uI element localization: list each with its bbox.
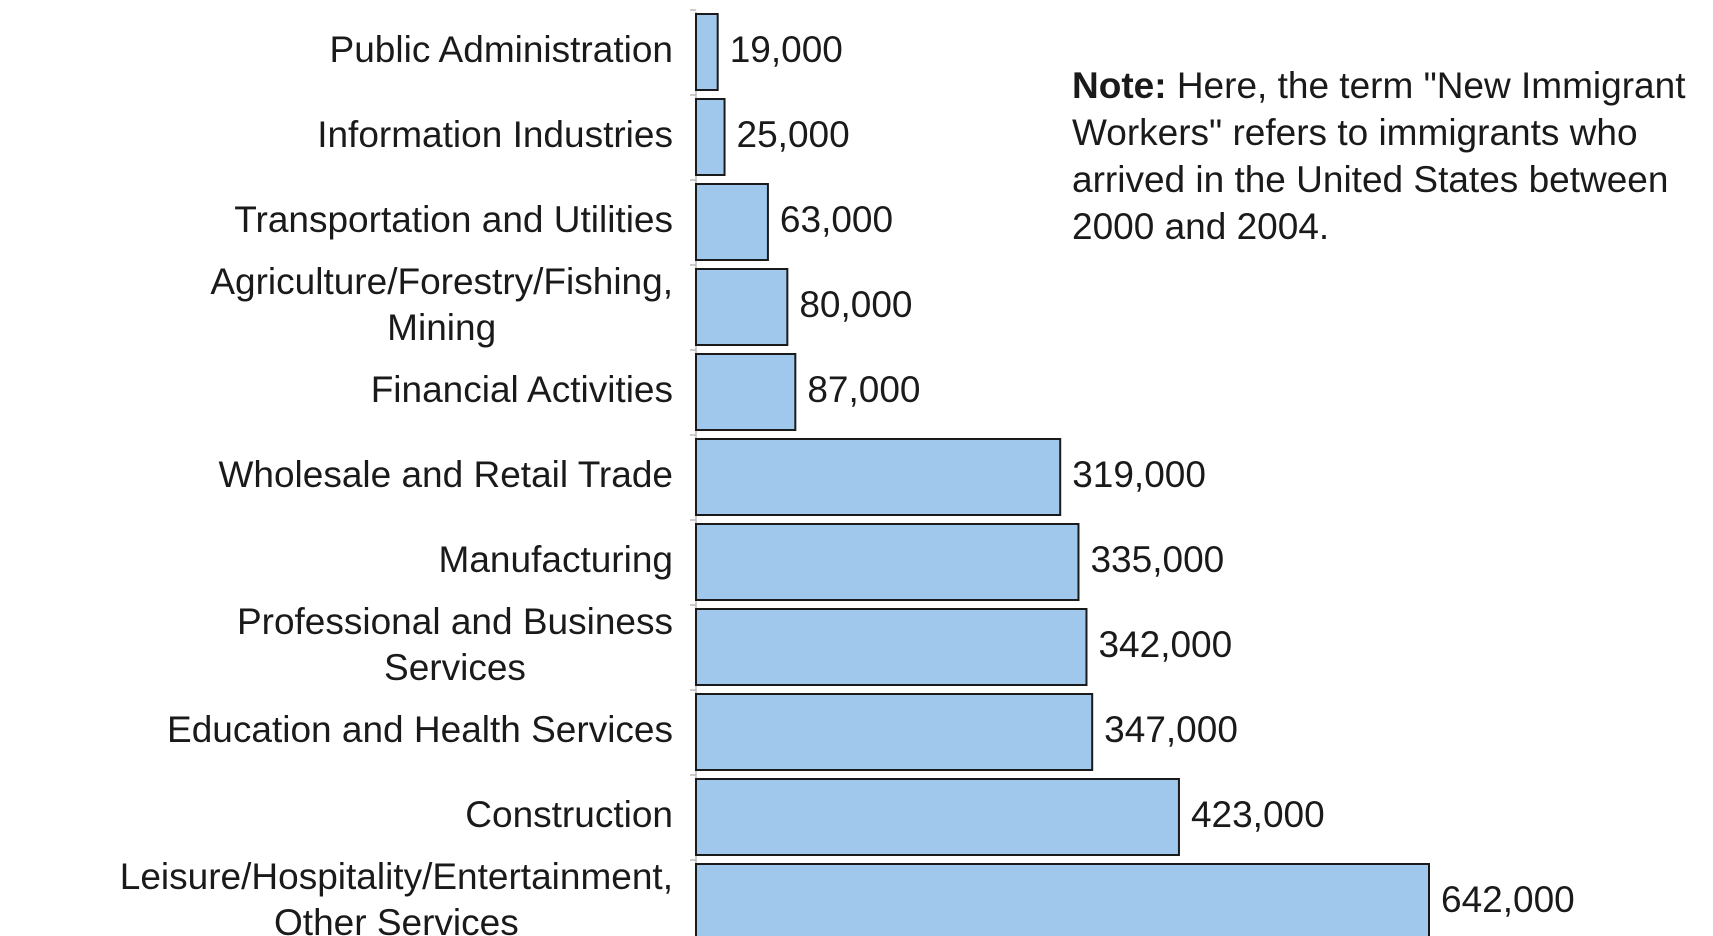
bar [695, 268, 789, 346]
bar [695, 608, 1088, 686]
category-label-line: Construction [465, 794, 673, 835]
category-label: Professional and Business Services [237, 601, 673, 688]
value-label: 342,000 [1098, 624, 1232, 665]
bar [695, 863, 1430, 936]
category-label: Public Administration [330, 29, 673, 70]
note-heading: Note: [1072, 65, 1167, 106]
value-label: 25,000 [737, 114, 850, 155]
category-label: Financial Activities [371, 369, 673, 410]
category-label: Construction [465, 794, 673, 835]
value-label: 80,000 [799, 284, 912, 325]
category-label-line: Transportation and Utilities [234, 199, 673, 240]
bar [695, 778, 1180, 856]
bar [695, 183, 769, 261]
category-label: Wholesale and Retail Trade [218, 454, 673, 495]
category-label-line: Agriculture/Forestry/Fishing, [210, 261, 673, 302]
bar [695, 693, 1094, 771]
category-label: Leisure/Hospitality/Entertainment, Other … [120, 856, 673, 936]
category-label: Information Industries [317, 114, 673, 155]
value-labels: 19,000 25,000 63,000 80,000 87,000 319,000 335… [730, 29, 1575, 920]
value-label: 63,000 [780, 199, 893, 240]
category-label-line: Education and Health Services [167, 709, 673, 750]
bar [695, 523, 1080, 601]
bars [695, 13, 1430, 936]
category-label: Manufacturing [439, 539, 673, 580]
value-label: 19,000 [730, 29, 843, 70]
category-label-line: Financial Activities [371, 369, 673, 410]
category-label-line: Public Administration [330, 29, 673, 70]
category-label-line: Manufacturing [439, 539, 673, 580]
category-label-line: Wholesale and Retail Trade [218, 454, 673, 495]
category-label: Agriculture/Forestry/Fishing, Mining [210, 261, 673, 348]
value-label: 423,000 [1191, 794, 1325, 835]
value-label: 347,000 [1104, 709, 1238, 750]
value-label: 319,000 [1072, 454, 1206, 495]
category-labels: Public Administration Information Industr… [120, 29, 673, 936]
bar [695, 438, 1062, 516]
bar [695, 13, 719, 91]
chart-note: Note: Here, the term "New Immigrant Work… [1072, 62, 1712, 250]
category-label-line: Leisure/Hospitality/Entertainment, [120, 856, 673, 897]
category-label-line: Information Industries [317, 114, 673, 155]
note-text: Here, the term "New Immigrant Workers" r… [1072, 65, 1686, 247]
bar [695, 353, 797, 431]
value-label: 87,000 [807, 369, 920, 410]
category-label-line: Professional and Business [237, 601, 673, 642]
bar [695, 98, 726, 176]
category-label-line: Services [384, 647, 526, 688]
category-label-line: Mining [387, 307, 496, 348]
value-label: 335,000 [1090, 539, 1224, 580]
category-label: Education and Health Services [167, 709, 673, 750]
value-label: 642,000 [1441, 879, 1575, 920]
category-label-line: Other Services [274, 902, 519, 936]
category-label: Transportation and Utilities [234, 199, 673, 240]
